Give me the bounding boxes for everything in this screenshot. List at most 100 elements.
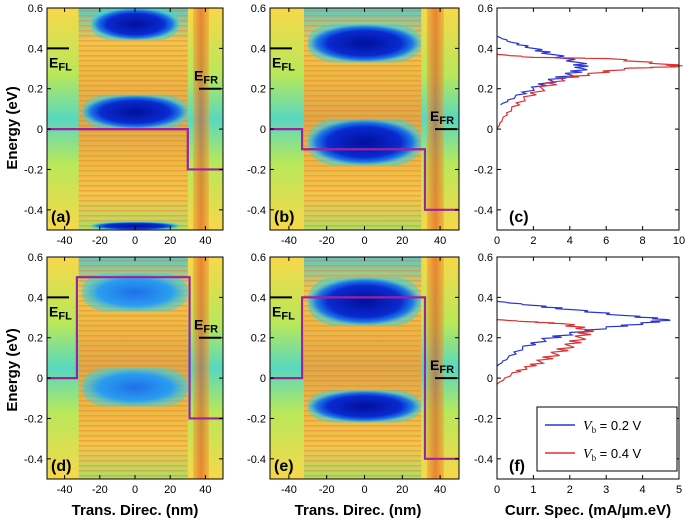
x-tick-label: -40 <box>281 484 297 496</box>
x-tick-label: -40 <box>281 235 297 247</box>
panel-label: (e) <box>274 458 294 475</box>
ef-left-sub: FL <box>58 310 72 322</box>
y-tick-label: 0.4 <box>251 43 266 55</box>
y-tick-label: 0.2 <box>28 84 43 96</box>
x-tick-label: 20 <box>164 235 176 247</box>
x-tick-label: 0 <box>494 484 500 496</box>
band-profile-line <box>47 127 223 171</box>
y-tick-label: -0.4 <box>474 205 493 217</box>
legend-entry: Vb = 0.4 V <box>583 446 642 463</box>
y-tick-label: 0 <box>260 124 266 136</box>
panel-label: (a) <box>51 209 71 226</box>
y-tick-label: -0.2 <box>24 413 43 425</box>
x-tick-label: -20 <box>319 484 335 496</box>
density-region <box>91 8 179 41</box>
panel-label: (f) <box>509 458 525 475</box>
legend-text: = 0.2 V <box>596 418 641 433</box>
ef-right-sub: FR <box>203 75 218 87</box>
x-tick-label: -20 <box>92 484 108 496</box>
y-tick-label: 0.2 <box>251 333 266 345</box>
spectrum-series-blue <box>496 35 589 106</box>
y-tick-label: -0.2 <box>24 164 43 176</box>
y-tick-label: 0 <box>260 373 266 385</box>
y-tick-label: 0.6 <box>251 3 266 15</box>
x-tick-label: -20 <box>319 235 335 247</box>
x-tick-label: -20 <box>92 235 108 247</box>
x-tick-label: 6 <box>603 235 609 247</box>
right-contact-strip <box>193 257 209 479</box>
y-tick-label: -0.4 <box>247 454 266 466</box>
legend-text: = 0.4 V <box>596 446 641 461</box>
plot-background <box>497 8 679 230</box>
y-tick-label: 0.2 <box>478 84 493 96</box>
x-tick-label: 8 <box>640 235 646 247</box>
y-tick-label: 0.6 <box>478 3 493 15</box>
right-contact-strip <box>426 257 444 479</box>
y-tick-label: -0.4 <box>24 205 43 217</box>
x-tick-label: 4 <box>567 235 573 247</box>
ef-left-sub: FL <box>281 310 295 322</box>
spectrum-series-blue <box>496 300 671 367</box>
right-contact-strip <box>426 8 444 230</box>
density-region <box>307 390 422 423</box>
panel-label: (c) <box>509 209 529 226</box>
legend-sub: b <box>592 425 597 435</box>
y-tick-label: 0.6 <box>28 3 43 15</box>
y-tick-label: -0.2 <box>474 164 493 176</box>
x-axis-label-d: Trans. Direc. (nm) <box>72 502 199 519</box>
x-axis-label-f: Curr. Spec. (mA/µm.eV) <box>505 502 671 519</box>
density-region <box>307 119 422 166</box>
y-tick-label: -0.2 <box>247 413 266 425</box>
panel-label: (b) <box>274 209 294 226</box>
y-axis-label-bottom: Energy (eV) <box>4 328 21 411</box>
y-tick-label: 0.4 <box>28 292 43 304</box>
legend-sub: b <box>592 453 597 463</box>
band-profile-line <box>270 296 459 460</box>
x-tick-label: 10 <box>673 235 685 247</box>
y-tick-label: 0.6 <box>251 252 266 264</box>
y-tick-label: 0.4 <box>478 292 493 304</box>
x-tick-label: 0 <box>361 235 367 247</box>
x-tick-label: 2 <box>530 235 536 247</box>
y-tick-label: -0.4 <box>24 454 43 466</box>
x-tick-label: 40 <box>434 235 446 247</box>
x-tick-label: 40 <box>199 484 211 496</box>
y-tick-label: 0.4 <box>251 292 266 304</box>
y-tick-label: -0.2 <box>474 413 493 425</box>
y-tick-label: -0.4 <box>474 454 493 466</box>
x-tick-label: 40 <box>434 484 446 496</box>
density-region <box>82 368 188 407</box>
y-tick-label: -0.2 <box>247 164 266 176</box>
right-contact-strip <box>193 8 209 230</box>
x-axis-label-e: Trans. Direc. (nm) <box>295 502 422 519</box>
x-tick-label: 1 <box>530 484 536 496</box>
density-region <box>82 273 188 312</box>
band-profile-line <box>270 127 459 211</box>
panel-c: -0.4 -0.2 0 0.2 0.4 0.6 0 2 4 6 8 10 (c) <box>474 3 685 247</box>
legend-symbol: V <box>583 419 593 434</box>
density-region <box>91 221 179 230</box>
x-tick-label: -40 <box>57 235 73 247</box>
legend-box <box>536 406 678 472</box>
y-tick-label: 0.2 <box>251 84 266 96</box>
x-tick-label: 20 <box>396 235 408 247</box>
y-tick-label: 0 <box>37 124 43 136</box>
ef-right-sub: FR <box>203 324 218 336</box>
panel-frame <box>496 256 680 480</box>
legend: Vb = 0.2 VVb = 0.4 V <box>536 406 678 472</box>
x-tick-label: 40 <box>199 235 211 247</box>
ef-right-sub: FR <box>439 115 454 127</box>
y-tick-label: 0.6 <box>478 252 493 264</box>
y-tick-label: 0 <box>487 124 493 136</box>
y-tick-label: 0.4 <box>28 43 43 55</box>
legend-entry: Vb = 0.2 V <box>583 418 642 435</box>
y-tick-label: 0.2 <box>28 333 43 345</box>
x-tick-label: 20 <box>164 484 176 496</box>
density-region <box>82 94 188 130</box>
x-tick-label: 0 <box>361 484 367 496</box>
